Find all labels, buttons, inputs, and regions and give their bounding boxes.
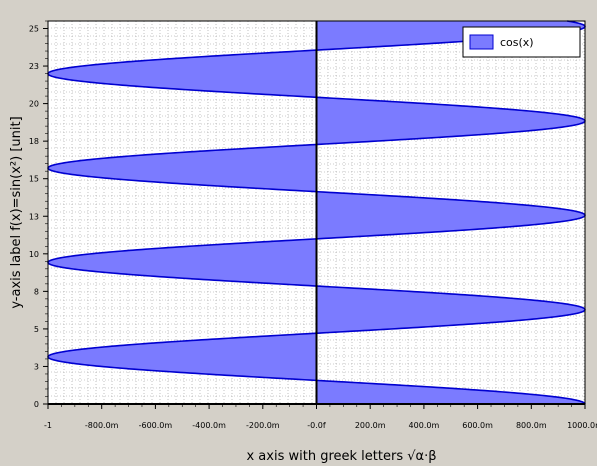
y-tick-label: 3 (34, 362, 39, 371)
y-tick-label: 8 (34, 287, 39, 296)
series-line-cos-x (47, 20, 586, 405)
y-axis-title: y-axis label f(x)=sin(x²) [unit] (9, 116, 24, 308)
y-tick-label: 25 (29, 25, 39, 34)
y-axis-title-text: y-axis label f(x)=sin(x²) [unit] (9, 116, 24, 308)
x-tick-label: 200.0m (355, 421, 386, 430)
x-tick-label: 600.0m (462, 421, 493, 430)
x-tick-label: -0.0f (307, 421, 326, 430)
legend-swatch (469, 34, 494, 50)
x-tick-label: 400.0m (409, 421, 440, 430)
y-tick-label: 18 (29, 137, 39, 146)
x-axis-title-text: x axis with greek letters √α·β (246, 449, 436, 464)
x-tick-label: -600.0m (139, 421, 173, 430)
x-tick-label: 800.0m (516, 421, 547, 430)
x-tick-label: -200.0m (246, 421, 280, 430)
legend: cos(x) (462, 26, 581, 58)
x-tick-label: 1000.0m (567, 421, 597, 430)
x-axis-title: x axis with greek letters √α·β (246, 449, 436, 464)
y-tick-label: 5 (34, 325, 39, 334)
y-tick-label: 23 (29, 62, 39, 71)
y-tick-label: 20 (29, 100, 39, 109)
y-tick-label: 13 (29, 212, 39, 221)
x-tick-label: -800.0m (85, 421, 119, 430)
y-tick-label: 0 (34, 400, 39, 409)
axes: -1 -800.0m -600.0m -400.0m -200.0m -0.0f 200.0… (29, 20, 597, 430)
x-tick-label: -1 (44, 421, 52, 430)
y-tick-label: 15 (29, 175, 39, 184)
legend-label: cos(x) (500, 36, 534, 49)
x-tick-label: -400.0m (192, 421, 226, 430)
y-tick-label: 10 (29, 250, 39, 259)
